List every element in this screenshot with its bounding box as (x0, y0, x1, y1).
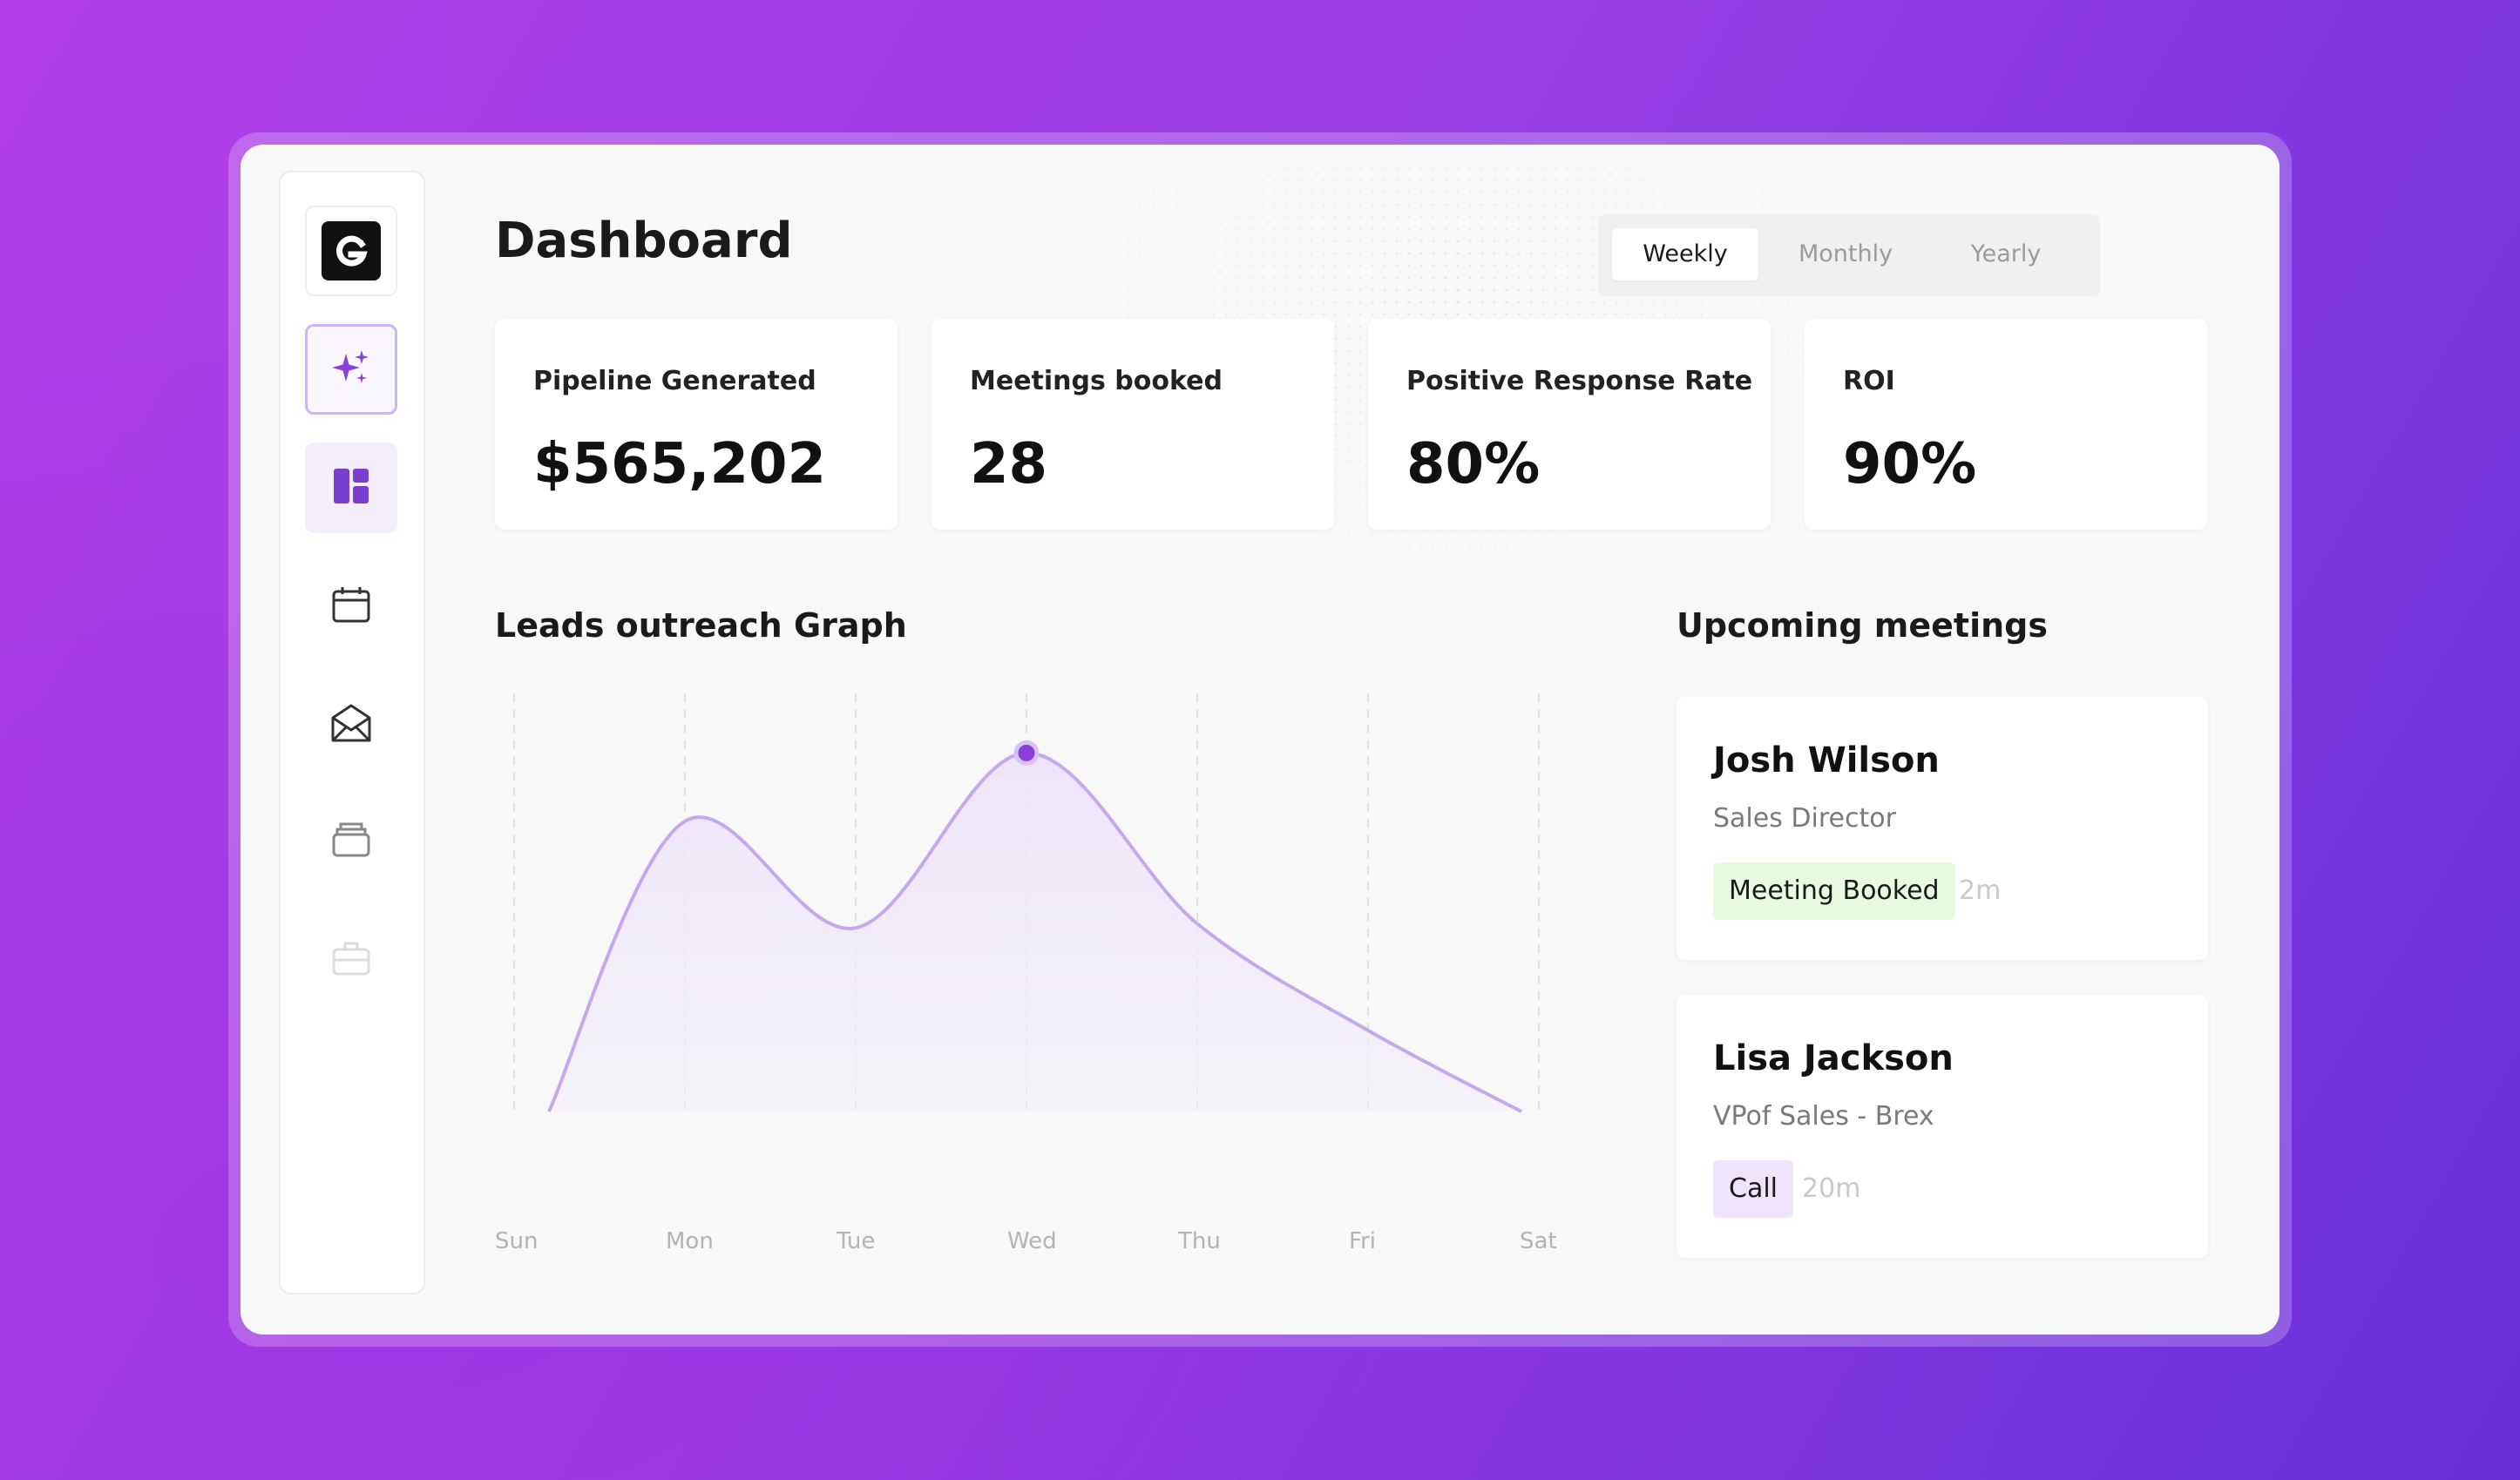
data-point-highlight[interactable] (1013, 740, 1040, 766)
sidebar-item-ai[interactable] (305, 324, 397, 415)
graph-title: Leads outreach Graph (495, 606, 907, 645)
logo-button[interactable] (305, 206, 397, 296)
period-tabs: Weekly Monthly Yearly (1598, 214, 2100, 296)
dashboard-icon (332, 467, 370, 509)
status-badge: Meeting Booked (1713, 862, 1955, 920)
stat-value: 80% (1406, 432, 1541, 497)
logo-icon (322, 221, 381, 280)
x-tick-label: Wed (1007, 1228, 1057, 1254)
series-area (549, 753, 1521, 1112)
meeting-role: Sales Director (1713, 803, 1896, 834)
stat-label: ROI (1843, 366, 1895, 396)
meetings-title: Upcoming meetings (1677, 606, 2048, 645)
stat-value: $565,202 (533, 432, 827, 497)
meeting-name: Josh Wilson (1713, 740, 1940, 781)
series-line (547, 751, 1522, 1113)
sidebar-item-mail[interactable] (305, 679, 397, 770)
dashboard-window: Dashboard Weekly Monthly Yearly Pipeline… (240, 145, 2280, 1335)
stat-label: Meetings booked (970, 366, 1223, 396)
stat-label: Positive Response Rate (1406, 366, 1753, 396)
time-ago: 20m (1802, 1173, 1861, 1204)
stat-card-meetings: Meetings booked 28 (931, 319, 1334, 530)
sparkles-icon (330, 347, 372, 392)
sidebar-item-dashboard[interactable] (305, 443, 397, 533)
x-tick-label: Fri (1349, 1228, 1376, 1254)
stat-value: 90% (1843, 432, 1977, 497)
page-title: Dashboard (495, 213, 793, 269)
mail-open-icon (329, 702, 373, 747)
tab-yearly[interactable]: Yearly (1970, 240, 2042, 267)
meeting-role: VPof Sales - Brex (1713, 1101, 1934, 1132)
stat-value: 28 (970, 432, 1048, 497)
time-ago: 2m (1959, 875, 2002, 906)
sidebar-item-briefcase[interactable] (305, 915, 397, 1005)
x-tick-label: Sat (1520, 1228, 1557, 1254)
briefcase-icon (330, 939, 372, 981)
tab-monthly[interactable]: Monthly (1798, 240, 1893, 267)
meeting-card[interactable]: Lisa Jackson VPof Sales - Brex Call 20m (1677, 995, 2208, 1258)
stat-card-pipeline: Pipeline Generated $565,202 (495, 319, 898, 530)
meeting-name: Lisa Jackson (1713, 1038, 1954, 1078)
meeting-card[interactable]: Josh Wilson Sales Director Meeting Booke… (1677, 697, 2208, 960)
sidebar-item-calendar[interactable] (305, 561, 397, 652)
x-tick-label: Tue (837, 1228, 876, 1254)
x-tick-label: Mon (666, 1228, 714, 1254)
stat-card-response-rate: Positive Response Rate 80% (1368, 319, 1771, 530)
inbox-stack-icon (330, 821, 372, 862)
stat-label: Pipeline Generated (533, 366, 816, 396)
leads-outreach-chart (513, 693, 1540, 1113)
sidebar (279, 171, 425, 1294)
x-tick-label: Thu (1178, 1228, 1221, 1254)
x-tick-label: Sun (495, 1228, 539, 1254)
stat-card-roi: ROI 90% (1805, 319, 2207, 530)
calendar-icon (330, 584, 372, 629)
sidebar-item-inbox[interactable] (305, 796, 397, 887)
status-badge: Call (1713, 1160, 1794, 1218)
tab-weekly[interactable]: Weekly (1612, 228, 1758, 280)
